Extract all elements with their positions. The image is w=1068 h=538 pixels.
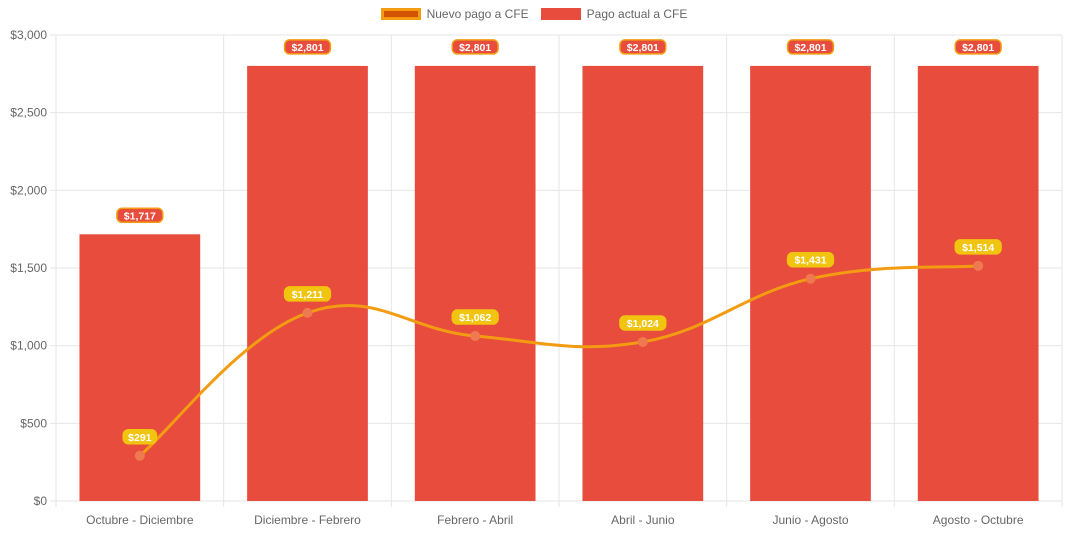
legend-item-nuevo-pago[interactable]: Nuevo pago a CFE <box>380 7 529 21</box>
bar <box>582 65 704 502</box>
line-point <box>973 260 984 271</box>
legend-swatch-pago-actual <box>540 8 581 20</box>
bar <box>414 65 536 502</box>
legend-label-pago-actual: Pago actual a CFE <box>586 7 688 21</box>
line-data-label: $1,062 <box>459 312 491 324</box>
line-data-label: $1,431 <box>794 255 826 267</box>
bar-data-label: $2,801 <box>794 42 826 54</box>
x-tick-label: Octubre - Diciembre <box>86 513 194 527</box>
line-data-label-bg <box>619 315 667 331</box>
legend-swatch-nuevo-pago <box>380 8 421 20</box>
x-tick-label: Junio - Agosto <box>772 513 848 527</box>
y-tick-label: $2,500 <box>10 106 47 120</box>
bar-data-label: $2,801 <box>459 42 491 54</box>
bar-data-label: $2,801 <box>291 42 323 54</box>
bar-data-label-bg <box>619 39 667 55</box>
line-point <box>302 307 313 318</box>
series-line <box>138 264 979 457</box>
line-data-label: $1,024 <box>627 318 659 330</box>
legend: Nuevo pago a CFE Pago actual a CFE <box>0 7 1068 21</box>
bar-data-label: $2,801 <box>962 42 994 54</box>
bar <box>247 65 368 502</box>
line-point <box>805 273 816 284</box>
bar-data-label: $2,801 <box>627 42 659 54</box>
line-data-label-bg <box>954 239 1002 255</box>
bar <box>79 234 201 501</box>
x-tick-label: Diciembre - Febrero <box>254 513 361 527</box>
x-tick-label: Febrero - Abril <box>437 513 513 527</box>
line-point <box>134 450 145 461</box>
line-data-label: $1,211 <box>292 289 324 301</box>
line-data-label: $291 <box>128 432 152 444</box>
bar-data-label-bg <box>786 39 835 55</box>
bar <box>917 65 1039 502</box>
y-tick-label: $1,500 <box>10 261 47 275</box>
line-data-label-bg <box>786 251 835 268</box>
y-tick-label: $500 <box>20 416 47 430</box>
legend-label-nuevo-pago: Nuevo pago a CFE <box>426 7 529 21</box>
bar-data-label-bg <box>283 39 332 55</box>
y-tick-label: $3,000 <box>10 28 47 42</box>
bar-data-label-bg <box>451 39 499 55</box>
line-data-label-bg <box>122 429 158 445</box>
x-tick-label: Agosto - Octubre <box>933 513 1024 527</box>
x-tick-label: Abril - Junio <box>611 513 675 527</box>
bar-data-label-bg <box>954 39 1002 55</box>
line-data-label-bg <box>283 286 332 302</box>
line-data-label: $1,514 <box>962 242 994 254</box>
line-point <box>470 331 481 342</box>
line-point <box>637 336 648 347</box>
line-data-label-bg <box>451 309 499 325</box>
y-tick-label: $1,000 <box>10 339 47 353</box>
bar-data-label-bg <box>116 207 164 224</box>
legend-item-pago-actual[interactable]: Pago actual a CFE <box>540 7 688 21</box>
bar-data-label: $1,717 <box>124 210 156 222</box>
y-tick-label: $0 <box>34 494 48 508</box>
y-tick-label: $2,000 <box>10 183 47 197</box>
